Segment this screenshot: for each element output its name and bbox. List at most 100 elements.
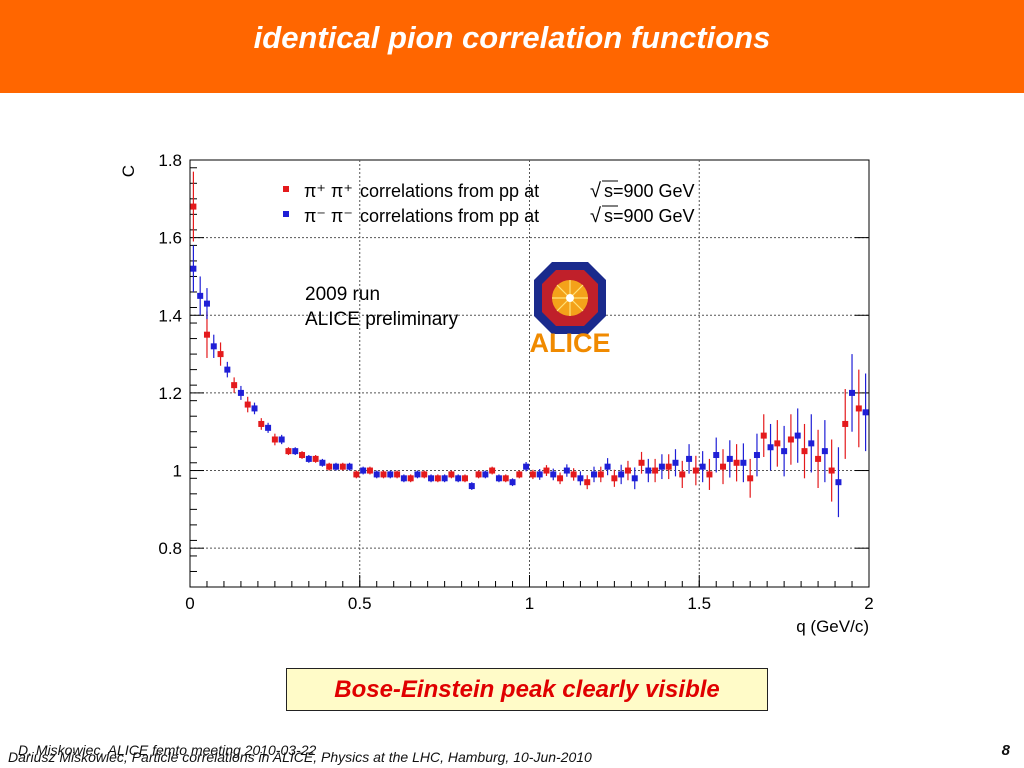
data-point-neg <box>387 471 394 478</box>
data-point-neg <box>645 467 652 474</box>
data-point-neg <box>591 471 598 478</box>
data-point-neg <box>360 467 367 474</box>
x-tick-label: 0 <box>185 594 194 613</box>
legend-sqrt-sign-pos: √ <box>590 180 601 202</box>
data-point-pos <box>543 467 550 474</box>
data-point-neg <box>210 343 217 350</box>
data-point-pos <box>760 432 767 439</box>
data-point-neg <box>292 448 299 455</box>
data-point-neg <box>305 455 312 462</box>
data-point-neg <box>197 292 204 299</box>
data-point-pos <box>774 440 781 447</box>
data-point-pos <box>679 471 686 478</box>
data-point-neg <box>821 448 828 455</box>
data-point-neg <box>509 479 516 486</box>
data-point-pos <box>285 448 292 455</box>
data-point-neg <box>699 463 706 470</box>
page-number: 8 <box>1001 742 1010 759</box>
x-tick-label: 0.5 <box>348 594 372 613</box>
data-point-neg <box>190 265 197 272</box>
legend-text-pos: correlations from pp at <box>360 181 539 201</box>
legend: π⁺ π⁺ correlations from pp at √ s=900 Ge… <box>283 180 695 227</box>
data-point-pos <box>353 471 360 478</box>
callout-box: Bose-Einstein peak clearly visible <box>286 668 768 711</box>
alice-logo-text: ALICE <box>530 328 611 358</box>
alice-logo: ALICE <box>530 262 611 358</box>
data-point-neg <box>203 300 210 307</box>
data-point-pos <box>570 471 577 478</box>
data-point-neg <box>726 455 733 462</box>
data-point-pos <box>611 475 618 482</box>
x-tick-label: 2 <box>864 594 873 613</box>
y-tick-label: 1.2 <box>158 384 182 403</box>
data-point-neg <box>265 424 272 431</box>
data-point-pos <box>720 463 727 470</box>
footer-line-2: Dariusz Miskowiec, Particle correlations… <box>8 749 592 765</box>
slide-title: identical pion correlation functions <box>253 20 771 55</box>
data-point-neg <box>686 455 693 462</box>
data-point-neg <box>781 448 788 455</box>
data-point-neg <box>428 475 435 482</box>
data-point-pos <box>597 471 604 478</box>
data-point-neg <box>237 389 244 396</box>
run-label: 2009 run <box>305 284 380 305</box>
data-point-neg <box>713 452 720 459</box>
legend-particles-pos: π⁺ π⁺ <box>304 181 353 201</box>
data-point-neg <box>536 471 543 478</box>
data-point-neg <box>631 475 638 482</box>
legend-marker-pos <box>283 186 289 192</box>
data-point-neg <box>835 479 842 486</box>
legend-particles-neg: π⁻ π⁻ <box>304 206 353 226</box>
data-point-pos <box>326 463 333 470</box>
data-point-neg <box>604 463 611 470</box>
data-point-pos <box>258 420 265 427</box>
data-point-neg <box>618 471 625 478</box>
data-point-pos <box>244 401 251 408</box>
data-point-pos <box>706 471 713 478</box>
data-point-neg <box>658 463 665 470</box>
data-point-neg <box>441 475 448 482</box>
data-point-neg <box>849 389 856 396</box>
data-point-neg <box>319 459 326 466</box>
data-point-pos <box>584 479 591 486</box>
data-point-pos <box>815 455 822 462</box>
data-point-neg <box>278 436 285 443</box>
y-tick-label: 1.6 <box>158 229 182 248</box>
data-point-pos <box>394 471 401 478</box>
data-point-pos <box>842 420 849 427</box>
data-point-neg <box>482 471 489 478</box>
data-point-neg <box>794 432 801 439</box>
data-point-neg <box>346 463 353 470</box>
data-point-neg <box>740 459 747 466</box>
data-marks <box>190 171 869 518</box>
data-point-pos <box>747 475 754 482</box>
data-point-neg <box>753 452 760 459</box>
data-point-neg <box>672 459 679 466</box>
data-point-neg <box>495 475 502 482</box>
data-point-neg <box>251 405 258 412</box>
preliminary-label: ALICE preliminary <box>305 309 459 330</box>
data-point-neg <box>468 483 475 490</box>
data-point-pos <box>475 471 482 478</box>
legend-text-neg: correlations from pp at <box>360 206 539 226</box>
data-point-pos <box>529 471 536 478</box>
data-point-neg <box>808 440 815 447</box>
y-axis-label: C <box>119 165 138 177</box>
data-point-pos <box>461 475 468 482</box>
data-point-neg <box>577 475 584 482</box>
footer-line-1: D. Miskowiec, ALICE femto meeting 2010-0… <box>18 742 317 758</box>
data-point-neg <box>523 463 530 470</box>
data-point-neg <box>455 475 462 482</box>
data-point-pos <box>801 448 808 455</box>
data-point-neg <box>767 444 774 451</box>
data-point-pos <box>828 467 835 474</box>
y-tick-label: 1 <box>173 462 182 481</box>
data-point-pos <box>231 382 238 389</box>
legend-sqrt-sign-neg: √ <box>590 205 601 227</box>
title-bar: identical pion correlation functions <box>0 0 1024 93</box>
data-point-pos <box>557 475 564 482</box>
x-tick-label: 1 <box>525 594 534 613</box>
grid-lines <box>190 160 869 587</box>
data-point-pos <box>434 475 441 482</box>
